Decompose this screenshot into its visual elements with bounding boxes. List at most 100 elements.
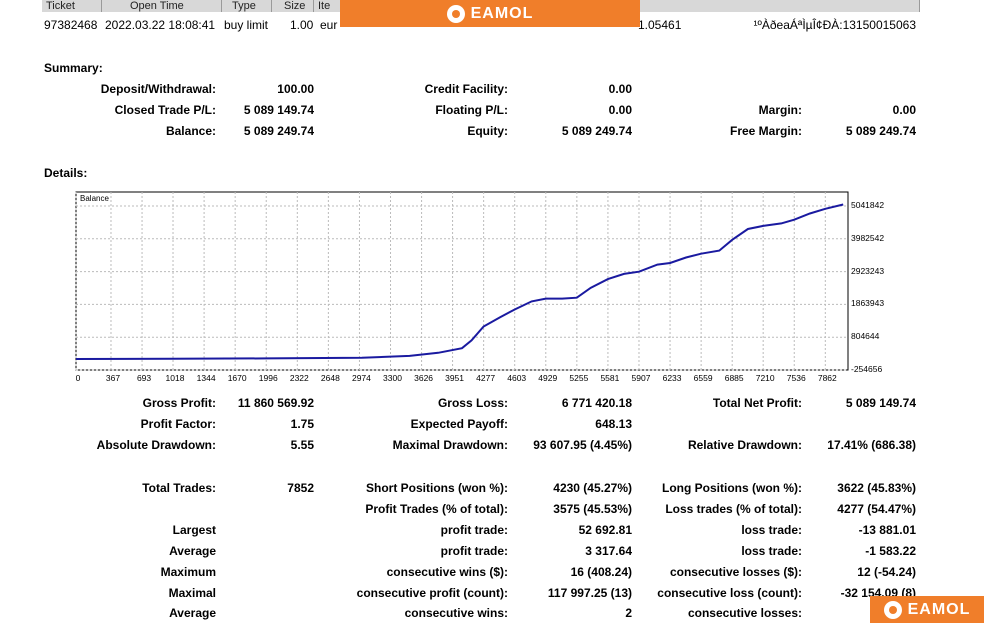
chart-x-tick-label: 2648: [320, 373, 340, 383]
credit-label: Credit Facility:: [424, 82, 508, 96]
chart-y-tick-label: 2923243: [851, 265, 885, 276]
chart-x-tick-label: 3626: [414, 373, 434, 383]
chart-series-balance-line: [75, 203, 844, 360]
maximum-label: Maximum: [160, 565, 216, 579]
margin-label: Margin:: [758, 103, 802, 117]
short-positions-value: 4230 (45.27%): [553, 481, 632, 495]
average-loss-value: -1 583.22: [865, 544, 916, 558]
equity-value: 5 089 249.74: [561, 124, 632, 138]
closed-pl-value: 5 089 149.74: [243, 103, 314, 117]
short-positions-label: Short Positions (won %):: [366, 481, 508, 495]
profit-factor-label: Profit Factor:: [140, 417, 216, 431]
col-header-size[interactable]: Size: [272, 0, 314, 12]
loss-trades-label: Loss trades (% of total):: [665, 502, 802, 516]
trade-ticket: 97382468: [44, 18, 98, 32]
total-trades-label: Total Trades:: [142, 481, 216, 495]
trade-type: buy limit: [224, 18, 269, 32]
col-header-blank: [640, 0, 920, 12]
chart-x-tick-label: 5907: [631, 373, 651, 383]
max-wins-label: consecutive wins ($):: [386, 565, 508, 579]
chart-x-tick-label: 367: [105, 373, 121, 383]
brand-text: EAMOL: [470, 4, 534, 22]
chart-x-tick-label: 1670: [227, 373, 247, 383]
largest-profit-value: 52 692.81: [578, 523, 632, 537]
average-loss-label: loss trade:: [741, 544, 802, 558]
profit-trades-value: 3575 (45.53%): [553, 502, 632, 516]
chart-plot-area: [75, 191, 849, 371]
chart-x-tick-label: 3951: [445, 373, 465, 383]
trade-price: 1.05461: [638, 18, 682, 32]
max-wins-value: 16 (408.24): [570, 565, 632, 579]
margin-value: 0.00: [892, 103, 916, 117]
chart-x-tick-label: 6885: [724, 373, 744, 383]
chart-x-tick-label: 4277: [476, 373, 496, 383]
chart-x-tick-label: 2974: [351, 373, 371, 383]
chart-x-tick-label: 0: [75, 373, 81, 383]
chart-x-tick-label: 4603: [507, 373, 527, 383]
chart-x-tick-label: 5581: [600, 373, 620, 383]
col-header-open-time[interactable]: Open Time: [102, 0, 222, 12]
chart-y-tick-label: -254656: [851, 364, 883, 374]
rel-drawdown-label: Relative Drawdown:: [687, 438, 802, 452]
badge-text: EAMOL: [907, 600, 971, 618]
average-profit-value: 3 317.64: [585, 544, 632, 558]
maximal-profit-label: consecutive profit (count):: [356, 586, 508, 600]
max-losses-value: 12 (-54.24): [857, 565, 916, 579]
chart-x-tick-label: 3300: [383, 373, 402, 383]
abs-drawdown-label: Absolute Drawdown:: [96, 438, 216, 452]
abs-drawdown-value: 5.55: [290, 438, 314, 452]
maximal-profit-value: 117 997.25 (13): [547, 586, 632, 600]
chart-x-tick-label: 693: [136, 373, 152, 383]
chart-x-tick-label: 6559: [693, 373, 713, 383]
trade-item: eur: [320, 18, 338, 32]
chart-x-tick-label: 1018: [165, 373, 185, 383]
col-header-type[interactable]: Type: [222, 0, 272, 12]
trade-open-time: 2022.03.22 18:08:41: [105, 18, 216, 32]
eamol-logo-icon: [883, 600, 902, 619]
summary-title: Summary:: [44, 61, 103, 75]
chart-x-tick-label: 1344: [196, 373, 216, 383]
details-title: Details:: [44, 166, 88, 180]
equity-label: Equity:: [467, 124, 508, 138]
max-losses-label: consecutive losses ($):: [669, 565, 802, 579]
total-trades-value: 7852: [287, 481, 314, 495]
brand-badge: EAMOL: [870, 596, 984, 623]
free-margin-value: 5 089 249.74: [845, 124, 916, 138]
closed-pl-label: Closed Trade P/L:: [114, 103, 216, 117]
expected-payoff-value: 648.13: [595, 417, 632, 431]
chart-x-tick-label: 7536: [786, 373, 806, 383]
credit-value: 0.00: [608, 82, 632, 96]
chart-y-tick-label: 5041842: [851, 200, 885, 210]
loss-trades-value: 4277 (54.47%): [837, 502, 916, 516]
chart-y-tick-label: 3982542: [851, 232, 885, 243]
average-label: Average: [169, 544, 216, 558]
largest-loss-label: loss trade:: [741, 523, 802, 537]
maximal-label: Maximal: [168, 586, 216, 600]
profit-factor-value: 1.75: [290, 417, 314, 431]
gross-loss-value: 6 771 420.18: [561, 396, 632, 410]
long-positions-value: 3622 (45.83%): [837, 481, 916, 495]
chart-x-tick-label: 7862: [817, 373, 837, 383]
free-margin-label: Free Margin:: [729, 124, 802, 138]
gross-profit-value: 11 860 569.92: [237, 396, 314, 410]
col-header-ticket[interactable]: Ticket: [42, 0, 102, 12]
floating-pl-label: Floating P/L:: [435, 103, 508, 117]
chart-y-tick-label: 1863943: [851, 298, 885, 309]
chart-y-tick-label: 804644: [851, 331, 880, 342]
avg-cons-losses-label: consecutive losses:: [687, 606, 802, 620]
avg-cons-wins-label: consecutive wins:: [404, 606, 508, 620]
average2-label: Average: [169, 606, 216, 620]
eamol-logo-icon: [446, 4, 465, 23]
profit-trades-label: Profit Trades (% of total):: [365, 502, 508, 516]
net-profit-label: Total Net Profit:: [712, 396, 802, 410]
long-positions-label: Long Positions (won %):: [662, 481, 802, 495]
expected-payoff-label: Expected Payoff:: [410, 417, 508, 431]
trade-comment: ¹ºÀðeaÁªÌµÎ¢ÐÀ:13150015063: [753, 18, 916, 32]
chart-x-tick-label: 6233: [662, 373, 682, 383]
largest-loss-value: -13 881.01: [858, 523, 916, 537]
deposit-label: Deposit/Withdrawal:: [100, 82, 216, 96]
brand-banner: EAMOL: [340, 0, 640, 27]
net-profit-value: 5 089 149.74: [845, 396, 916, 410]
chart-title: Balance: [80, 194, 109, 203]
